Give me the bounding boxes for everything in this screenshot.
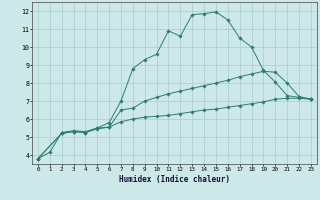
X-axis label: Humidex (Indice chaleur): Humidex (Indice chaleur) [119, 175, 230, 184]
